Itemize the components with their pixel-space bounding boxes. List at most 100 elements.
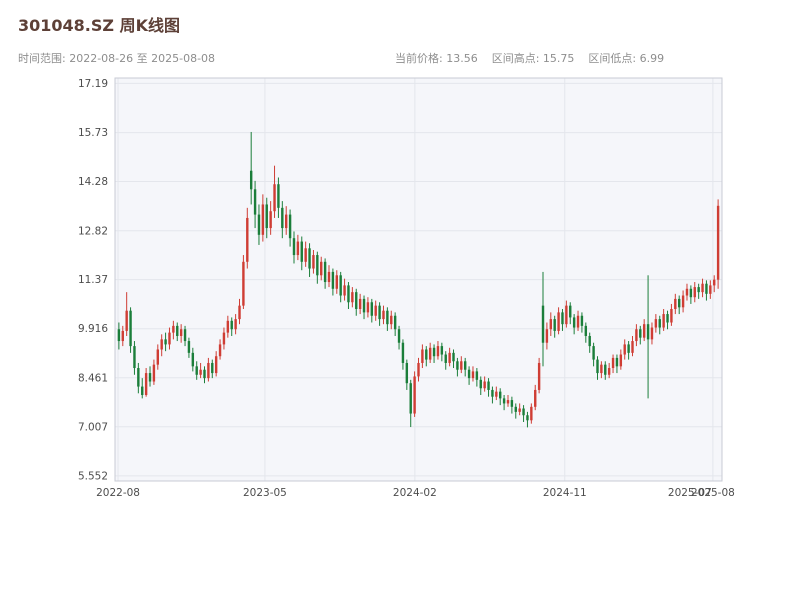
candlestick-up [343, 278, 346, 301]
candlestick-down [183, 325, 187, 347]
candle-body [164, 339, 167, 345]
candle-body [674, 298, 677, 310]
candlestick-up [374, 300, 377, 321]
candlestick-down [522, 405, 525, 422]
candlestick-down [456, 357, 459, 377]
candlestick-down [362, 295, 366, 320]
candlestick-down [502, 395, 506, 411]
y-tick-label: 17.19 [78, 78, 108, 90]
candlestick-down [580, 312, 584, 333]
candle-body [390, 315, 393, 325]
candlestick-up [273, 165, 276, 218]
y-tick-label: 14.28 [78, 176, 108, 188]
candle-body [646, 324, 650, 340]
candle-body [432, 347, 436, 357]
candle-body [187, 341, 191, 353]
candlestick-down [467, 366, 471, 385]
candle-body [565, 305, 568, 325]
candle-body [642, 324, 646, 338]
candlestick-down [440, 342, 444, 362]
candlestick-down [253, 180, 257, 229]
candlestick-down [191, 347, 195, 372]
y-tick-label: 8.461 [78, 372, 108, 384]
y-tick-label: 15.73 [78, 127, 108, 139]
candlestick-down [615, 354, 619, 374]
x-tick-label: 2023-05 [243, 487, 287, 499]
candlestick-down [639, 325, 642, 345]
candle-body [530, 406, 533, 421]
candlestick-up [152, 359, 156, 385]
candlestick-down [627, 341, 630, 360]
candle-body [148, 373, 152, 382]
candle-body [292, 238, 296, 256]
candlestick-down [553, 315, 556, 338]
candlestick-down [569, 302, 572, 325]
candle-body [358, 298, 362, 310]
candlestick-down [378, 302, 381, 326]
candle-body [576, 315, 580, 328]
candlestick-up [607, 362, 611, 379]
candlestick-down [491, 386, 494, 404]
candle-body [156, 349, 160, 365]
candle-body [440, 346, 444, 355]
candlestick-down [288, 209, 292, 247]
candlestick-down [475, 368, 479, 387]
candle-body [561, 312, 564, 325]
candle-body [121, 330, 124, 342]
candle-body [234, 319, 237, 330]
candle-body [623, 344, 626, 355]
candlestick-up [693, 282, 696, 303]
candlestick-up [670, 303, 673, 326]
candlestick-up [471, 366, 475, 382]
candle-body [378, 305, 381, 320]
candlestick-up [576, 310, 580, 331]
candle-body [502, 398, 506, 404]
candle-body [355, 292, 358, 310]
candle-body [281, 207, 284, 229]
candle-body [133, 346, 136, 369]
candle-body [569, 305, 572, 318]
candle-body [191, 352, 195, 367]
candlestick-up [448, 347, 451, 367]
candlestick-up [234, 314, 237, 335]
candle-body [463, 361, 467, 370]
candlestick-down [117, 322, 121, 350]
candlestick-up [214, 351, 218, 377]
candlestick-down [561, 309, 564, 331]
candle-body [681, 295, 685, 308]
candlestick-down [148, 366, 152, 387]
candle-body [716, 205, 720, 280]
candle-body [471, 371, 475, 379]
candle-body [701, 283, 704, 293]
candlestick-up [483, 376, 486, 392]
candlestick-down [444, 351, 447, 370]
candlestick-up [631, 335, 634, 357]
candle-body [351, 292, 354, 303]
candle-body [218, 344, 222, 357]
candle-body [596, 359, 599, 374]
candlestick-up [565, 300, 568, 328]
candle-body [631, 341, 634, 353]
candlestick-up [320, 256, 323, 281]
date-range-label: 时间范围: 2022-08-26 至 2025-08-08 [18, 52, 216, 65]
candlestick-up [242, 255, 245, 310]
candle-body [662, 314, 665, 328]
candle-body [444, 354, 447, 363]
candle-body [125, 310, 128, 331]
candle-body [316, 255, 319, 276]
candlestick-down [265, 197, 268, 239]
candle-body [362, 298, 366, 313]
candlestick-down [409, 379, 412, 428]
candlestick-up [549, 312, 553, 336]
candlestick-down [277, 177, 280, 218]
candlestick-down [141, 378, 144, 399]
candle-body [584, 325, 588, 336]
candlestick-up [417, 357, 420, 382]
candle-body [452, 352, 455, 362]
candle-body [323, 261, 327, 283]
candle-body [320, 261, 323, 276]
candle-body [230, 320, 233, 330]
price-stats: 当前价格: 13.56 区间高点: 15.75 区间低点: 6.99 [395, 50, 678, 66]
candlestick-up [709, 280, 712, 299]
